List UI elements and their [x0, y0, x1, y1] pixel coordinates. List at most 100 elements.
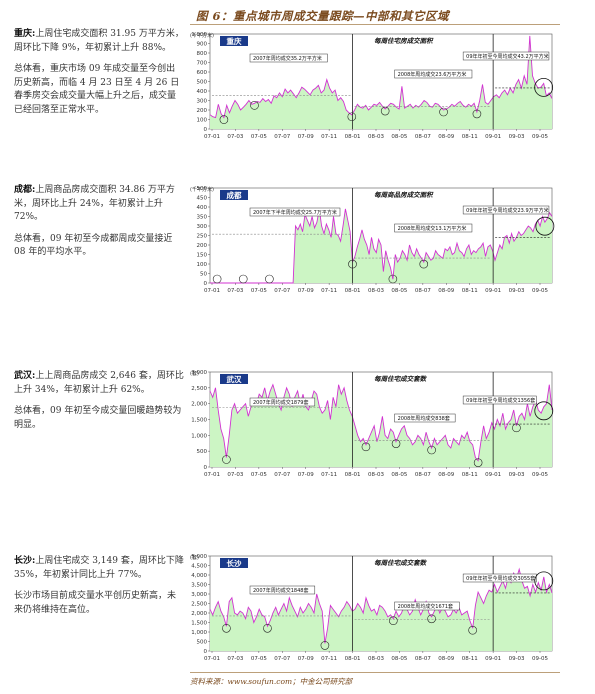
x-tick-label: 08-09	[438, 656, 454, 662]
x-tick-label: 08-07	[415, 288, 431, 294]
x-tick-label: 08-07	[415, 656, 431, 662]
y-tick-label: 100	[197, 118, 208, 124]
annotation-label: 2007年周均成交1848套	[253, 587, 308, 594]
y-tick-label: 800	[197, 51, 208, 57]
y-tick-label: 4,000	[191, 573, 207, 579]
annotation-label: 09年年初至今周均成交1356套	[466, 397, 535, 404]
highlight-circle	[222, 624, 231, 633]
x-tick-label: 07-09	[298, 472, 314, 478]
unit-label: (千平方米)	[190, 32, 214, 39]
recent-highlight-circle	[534, 78, 554, 97]
title-divider	[190, 24, 560, 25]
y-tick-label: 200	[197, 243, 208, 249]
highlight-circle	[389, 616, 398, 625]
x-tick-label: 07-03	[227, 656, 243, 662]
annotation-box	[462, 395, 537, 405]
x-tick-label: 08-05	[391, 472, 407, 478]
commentary-text: 总体看，09 年初至今成都周成交量接近 08 年的平均水平。	[14, 233, 173, 258]
y-tick-label: 1,500	[191, 418, 207, 424]
area-fill	[210, 35, 552, 129]
annotation-box	[249, 207, 341, 217]
x-tick-label: 09-03	[509, 288, 525, 294]
wuhan-commentary: 武汉:上上周商品房成交 2,646 套，周环比上升 34%，年初累计上升 62%…	[14, 370, 184, 440]
y-tick-label: 500	[197, 80, 208, 86]
x-tick-label: 07-01	[204, 472, 220, 478]
x-tick-label: 07-01	[204, 656, 220, 662]
x-tick-label: 09-05	[532, 288, 548, 294]
y-tick-label: 0	[204, 649, 208, 655]
y-tick-label: 200	[197, 108, 208, 114]
annotation-label: 2007年周均成交1879套	[253, 399, 308, 406]
changsha-commentary: 长沙:上周住宅成交 3,149 套，周环比下降 35%，年初累计同比上升 77%…	[14, 555, 184, 625]
y-tick-label: 1,000	[191, 630, 207, 636]
x-tick-label: 09-01	[485, 656, 501, 662]
highlight-circle	[427, 614, 436, 624]
annotation-label: 2007年周均成交35.2万平方米	[253, 55, 322, 62]
highlight-circle	[238, 274, 248, 284]
commentary-text: 长沙市场目前成交量水平创历史新高，未来仍将维持在高位。	[14, 591, 177, 615]
chengdu-chart: 0 50 100 150 200 250 300 350 400 450 500 07-01 07-03…	[188, 182, 560, 300]
highlight-circle	[222, 455, 231, 464]
wuhan-chart: 0 500 1,000 1,500 2,000 2,500 3,000 07-01 07-03 0…	[188, 366, 560, 484]
annotation-box	[462, 205, 550, 215]
annotation-label: 09年年初至今周均成交43.2万平方米	[466, 53, 548, 60]
y-tick-label: 1,000	[191, 433, 207, 439]
annotation-label: 2008年周均成交1671套	[398, 603, 453, 610]
city-name: 长沙:	[14, 556, 36, 566]
unit-label: (套)	[190, 554, 199, 561]
source-divider	[190, 672, 560, 673]
chart-svg: 0 500 1,000 1,500 2,000 2,500 3,000 07-01 07-03 0…	[190, 370, 554, 478]
x-tick-label: 07-05	[251, 134, 267, 140]
x-tick-label: 08-03	[368, 472, 384, 478]
city-name: 武汉:	[14, 371, 36, 381]
annotation-box	[249, 53, 328, 63]
x-tick-label: 07-05	[251, 656, 267, 662]
x-tick-label: 07-07	[274, 472, 290, 478]
highlight-circle	[348, 259, 357, 269]
x-tick-label: 08-03	[368, 656, 384, 662]
chongqing-chart: 0 100 200 300 400 500 600 700 800 900 1,000 07-01 07…	[188, 28, 560, 146]
city-tag-bg	[220, 374, 248, 384]
y-tick-label: 400	[197, 89, 208, 95]
highlight-circle	[320, 641, 330, 650]
chart-title: 每周住宅成交套数	[374, 375, 428, 383]
x-tick-label: 08-01	[345, 134, 361, 140]
highlight-circle	[212, 274, 222, 284]
y-tick-label: 600	[197, 70, 208, 76]
highlight-circle	[391, 439, 401, 448]
annotation-box	[394, 223, 473, 233]
highlight-circle	[380, 106, 390, 116]
y-tick-label: 2,500	[191, 602, 207, 608]
series-line	[209, 567, 553, 644]
y-tick-label: 50	[200, 272, 207, 278]
x-tick-label: 07-05	[251, 472, 267, 478]
y-tick-label: 500	[197, 186, 208, 192]
y-tick-label: 1,500	[191, 621, 207, 627]
highlight-circle	[439, 107, 448, 117]
x-tick-label: 09-01	[485, 134, 501, 140]
annotation-box	[394, 601, 460, 611]
y-tick-label: 0	[204, 281, 208, 287]
y-tick-label: 350	[197, 215, 208, 221]
commentary-text: 上周住宅成交 3,149 套，周环比下降 35%，年初累计同比上升 77%。	[14, 556, 184, 580]
highlight-circle	[472, 109, 482, 119]
x-tick-label: 07-03	[227, 134, 243, 140]
x-tick-label: 07-03	[227, 288, 243, 294]
x-tick-label: 07-01	[204, 134, 220, 140]
city-tag: 成都	[227, 190, 242, 200]
city-tag: 重庆	[227, 36, 242, 46]
chart-title: 每周住宅房成交面积	[374, 37, 434, 45]
highlight-circle	[473, 458, 483, 467]
x-tick-label: 08-05	[391, 134, 407, 140]
y-tick-label: 300	[197, 224, 208, 230]
x-tick-label: 07-11	[321, 472, 337, 478]
x-tick-label: 08-11	[462, 134, 478, 140]
x-tick-label: 08-11	[462, 472, 478, 478]
x-tick-label: 07-05	[251, 288, 267, 294]
x-tick-label: 08-01	[345, 288, 361, 294]
x-tick-label: 09-01	[485, 472, 501, 478]
city-tag-bg	[220, 558, 248, 568]
x-tick-label: 08-03	[368, 288, 384, 294]
x-tick-label: 07-07	[274, 656, 290, 662]
y-tick-label: 0	[204, 465, 208, 471]
